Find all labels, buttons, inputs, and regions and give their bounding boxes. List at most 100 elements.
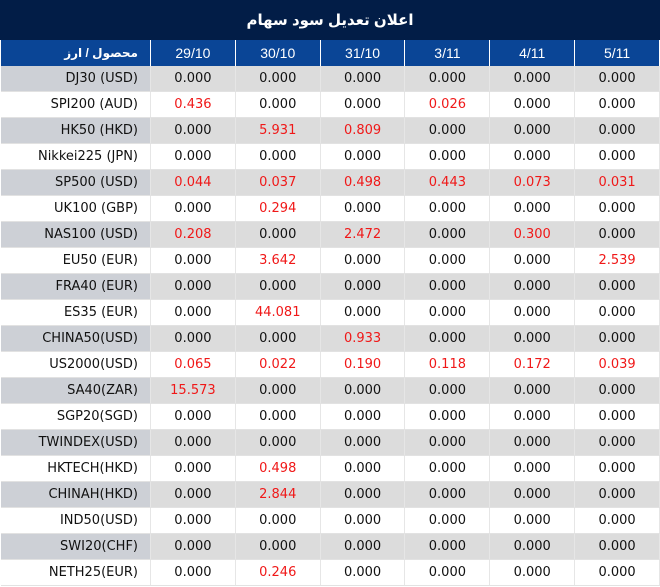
table-row: Nikkei225 (JPN) 0.000 0.000 0.000 0.000 0.000… xyxy=(0,143,660,170)
dividend-value: 0.000 xyxy=(489,403,576,430)
dividend-value: 0.000 xyxy=(235,143,321,170)
product-name: TWINDEX(USD) xyxy=(0,429,151,456)
dividend-value: 0.000 xyxy=(404,481,491,508)
dividend-value: 0.000 xyxy=(574,429,660,456)
dividend-value: 0.000 xyxy=(404,221,491,248)
dividend-value: 0.000 xyxy=(150,195,236,222)
dividend-value: 0.000 xyxy=(489,117,576,144)
dividend-value: 0.000 xyxy=(574,559,660,586)
table-row: HKTECH(HKD) 0.000 0.498 0.000 0.000 0.000 0.00… xyxy=(0,455,660,482)
dividend-value: 0.436 xyxy=(150,91,236,118)
dividend-value: 0.000 xyxy=(150,66,236,92)
dividend-value: 0.000 xyxy=(320,429,406,456)
dividend-value: 0.000 xyxy=(489,455,576,482)
dividend-value: 0.000 xyxy=(235,273,321,300)
dividend-value: 0.000 xyxy=(150,247,236,274)
table-row: UK100 (GBP) 0.000 0.294 0.000 0.000 0.000 0.00… xyxy=(0,195,660,222)
dividend-value: 0.000 xyxy=(320,507,406,534)
dividend-value: 0.000 xyxy=(320,273,406,300)
dividend-value: 0.246 xyxy=(235,559,321,586)
product-name: UK100 (GBP) xyxy=(0,195,151,222)
table-row: SA40(ZAR) 15.573 0.000 0.000 0.000 0.000 0.000 xyxy=(0,377,660,404)
dividend-value: 0.000 xyxy=(404,247,491,274)
dividend-value: 0.000 xyxy=(574,195,660,222)
dividend-value: 0.000 xyxy=(320,66,406,92)
dividend-value: 0.000 xyxy=(150,299,236,326)
dividend-value: 0.443 xyxy=(404,169,491,196)
table-row: CHINAH(HKD) 0.000 2.844 0.000 0.000 0.000 0.00… xyxy=(0,481,660,508)
dividend-value: 0.118 xyxy=(404,351,491,378)
dividend-value: 0.000 xyxy=(404,455,491,482)
table-row: HK50 (HKD) 0.000 5.931 0.809 0.000 0.000 0.000 xyxy=(0,117,660,144)
table-row: EU50 (EUR) 0.000 3.642 0.000 0.000 0.000 2.539 xyxy=(0,247,660,274)
dividend-value: 0.022 xyxy=(235,351,321,378)
dividend-value: 0.000 xyxy=(150,455,236,482)
table-row: IND50(USD) 0.000 0.000 0.000 0.000 0.000 0.000 xyxy=(0,507,660,534)
column-header-date: 29/10 xyxy=(150,40,236,66)
table-row: TWINDEX(USD) 0.000 0.000 0.000 0.000 0.000 0.0… xyxy=(0,429,660,456)
dividend-value: 0.000 xyxy=(404,429,491,456)
dividend-value: 0.000 xyxy=(489,273,576,300)
dividend-value: 0.000 xyxy=(404,273,491,300)
product-name: NETH25(EUR) xyxy=(0,559,151,586)
dividend-value: 0.000 xyxy=(150,429,236,456)
dividend-adjustment-table: محصول / ارز 29/10 30/10 31/10 3/11 4/11 5/11 D… xyxy=(0,40,660,586)
dividend-value: 0.026 xyxy=(404,91,491,118)
dividend-value: 0.000 xyxy=(574,143,660,170)
dividend-value: 0.000 xyxy=(574,221,660,248)
dividend-value: 0.498 xyxy=(235,455,321,482)
page-title: اعلان تعدیل سود سهام xyxy=(0,0,660,40)
dividend-value: 0.000 xyxy=(150,325,236,352)
table-row: FRA40 (EUR) 0.000 0.000 0.000 0.000 0.000 0.00… xyxy=(0,273,660,300)
table-row: NETH25(EUR) 0.000 0.246 0.000 0.000 0.000 0.00… xyxy=(0,559,660,586)
dividend-value: 0.000 xyxy=(404,507,491,534)
dividend-value: 0.000 xyxy=(150,559,236,586)
table-row: NAS100 (USD) 0.208 0.000 2.472 0.000 0.300 0.0… xyxy=(0,221,660,248)
dividend-value: 0.000 xyxy=(489,195,576,222)
column-header-date: 30/10 xyxy=(234,40,321,66)
dividend-value: 0.000 xyxy=(320,533,406,560)
product-name: CHINAH(HKD) xyxy=(0,481,151,508)
product-name: HKTECH(HKD) xyxy=(0,455,151,482)
table-row: SP500 (USD) 0.044 0.037 0.498 0.443 0.073 0.03… xyxy=(0,169,660,196)
dividend-value: 0.000 xyxy=(404,66,491,92)
dividend-value: 0.000 xyxy=(574,66,660,92)
dividend-value: 0.172 xyxy=(489,351,576,378)
dividend-value: 0.000 xyxy=(320,403,406,430)
dividend-value: 5.931 xyxy=(235,117,321,144)
dividend-value: 0.000 xyxy=(489,559,576,586)
dividend-value: 0.000 xyxy=(574,533,660,560)
dividend-value: 0.000 xyxy=(404,117,491,144)
dividend-value: 0.000 xyxy=(489,377,576,404)
dividend-value: 0.000 xyxy=(574,325,660,352)
dividend-value: 0.044 xyxy=(150,169,236,196)
dividend-value: 0.000 xyxy=(404,299,491,326)
product-name: IND50(USD) xyxy=(0,507,151,534)
column-header-date: 4/11 xyxy=(489,40,576,66)
dividend-value: 0.000 xyxy=(404,377,491,404)
dividend-value: 0.000 xyxy=(235,377,321,404)
dividend-value: 0.000 xyxy=(404,143,491,170)
dividend-value: 0.208 xyxy=(150,221,236,248)
column-header-product: محصول / ارز xyxy=(0,40,151,66)
dividend-value: 0.000 xyxy=(320,143,406,170)
dividend-value: 0.000 xyxy=(150,403,236,430)
dividend-value: 0.000 xyxy=(150,143,236,170)
dividend-value: 0.000 xyxy=(489,299,576,326)
dividend-value: 0.000 xyxy=(235,429,321,456)
product-name: HK50 (HKD) xyxy=(0,117,151,144)
table-row: DJ30 (USD) 0.000 0.000 0.000 0.000 0.000 0.000 xyxy=(0,66,660,92)
dividend-value: 0.000 xyxy=(320,247,406,274)
dividend-value: 0.000 xyxy=(489,429,576,456)
dividend-value: 0.000 xyxy=(320,91,406,118)
dividend-value: 0.000 xyxy=(320,299,406,326)
dividend-value: 0.300 xyxy=(489,221,576,248)
dividend-value: 0.000 xyxy=(574,377,660,404)
dividend-value: 0.000 xyxy=(574,403,660,430)
product-name: Nikkei225 (JPN) xyxy=(0,143,151,170)
dividend-value: 0.000 xyxy=(320,559,406,586)
dividend-value: 0.498 xyxy=(320,169,406,196)
dividend-value: 0.031 xyxy=(574,169,660,196)
product-name: ES35 (EUR) xyxy=(0,299,151,326)
dividend-value: 0.039 xyxy=(574,351,660,378)
